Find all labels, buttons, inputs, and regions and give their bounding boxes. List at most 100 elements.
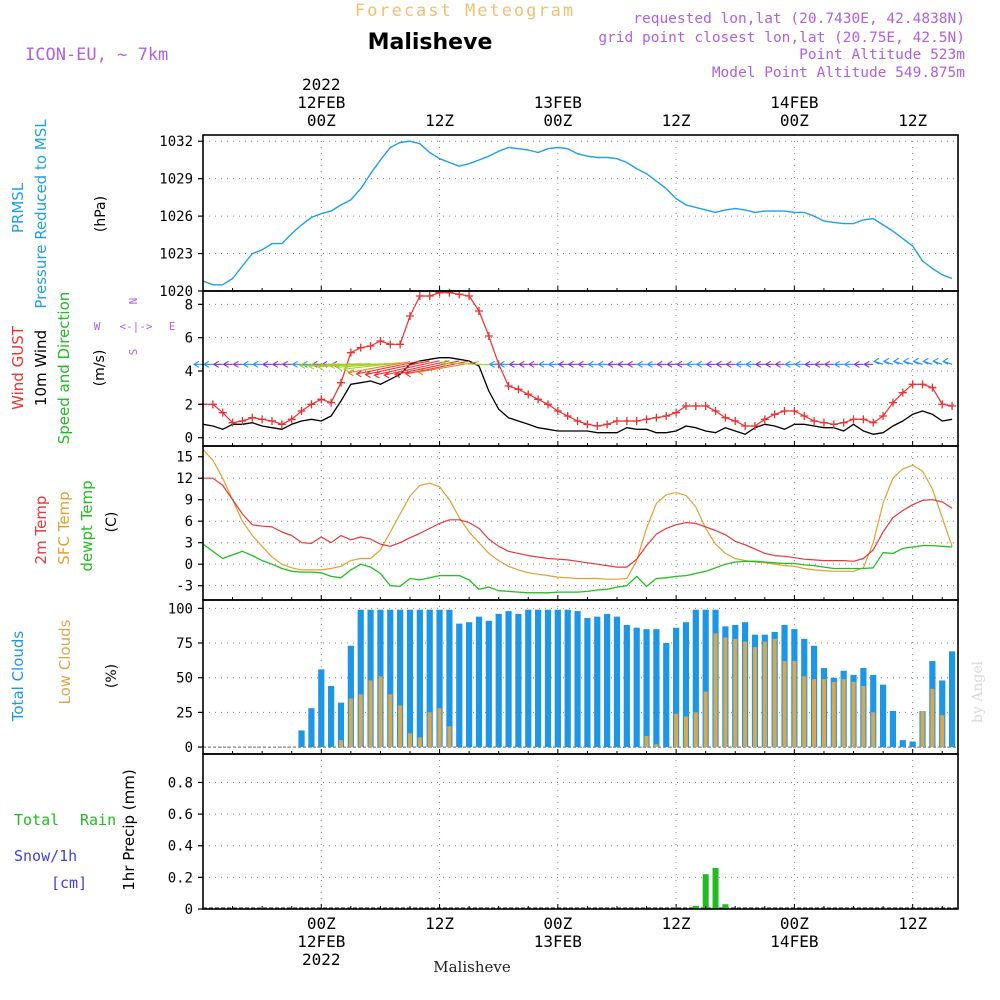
wind-arrow-head xyxy=(774,360,781,368)
top-time-label: 13FEB xyxy=(534,93,582,112)
total-cloud-bar xyxy=(357,609,364,748)
footer-location: Malisheve xyxy=(433,958,511,976)
wind-arrow-head xyxy=(298,362,306,370)
wind-direction-arrow xyxy=(343,362,401,370)
top-time-label: 00Z xyxy=(543,111,572,130)
wind-arrow-head xyxy=(518,360,525,368)
gust-marker xyxy=(652,413,661,422)
gust-marker xyxy=(869,418,878,427)
bottom-time-label: 12FEB xyxy=(297,932,345,951)
gust-marker xyxy=(317,395,326,404)
info-line-3: Point Altitude 523m xyxy=(799,47,965,63)
low-cloud-bar xyxy=(358,694,363,748)
low-cloud-bar xyxy=(812,679,817,748)
wind-labels: Wind GUST 10m Wind Speed and Direction (… xyxy=(9,292,175,445)
gust-marker xyxy=(524,390,533,399)
y-tick-label: 0 xyxy=(185,557,193,573)
gust-marker xyxy=(770,410,779,419)
wind-arrow-head xyxy=(892,357,900,365)
gust-marker xyxy=(622,417,631,425)
y-tick-label: 1026 xyxy=(159,209,193,225)
gust-marker xyxy=(632,417,641,425)
total-cloud-bar xyxy=(337,702,345,748)
wind-arrow-head xyxy=(813,360,821,368)
y-tick-label: 0 xyxy=(185,902,193,918)
top-time-label: 14FEB xyxy=(770,93,818,112)
gust-marker xyxy=(938,400,947,409)
top-time-label: 12Z xyxy=(425,111,454,130)
low-cloud-bar xyxy=(743,641,748,748)
low-cloud-bar xyxy=(782,661,787,748)
gust-marker xyxy=(297,407,306,415)
gust-marker xyxy=(267,417,276,425)
wind-direction-arrow xyxy=(336,362,391,368)
wind-arrow-head xyxy=(271,360,279,368)
gust-marker xyxy=(336,378,345,387)
total-cloud-bar xyxy=(426,609,433,748)
low-cloud-bar xyxy=(733,638,738,748)
total-cloud-bar xyxy=(673,627,680,748)
top-time-label: 00Z xyxy=(307,111,336,130)
wind-arrow-head xyxy=(577,360,584,368)
precip-total-label: Total xyxy=(14,811,59,829)
wind-dir-label: Speed and Direction xyxy=(55,292,73,445)
bottom-time-label: 00Z xyxy=(307,914,336,933)
total-cloud-bar xyxy=(495,613,502,748)
total-cloud-bar xyxy=(535,609,542,748)
wind-gust-line xyxy=(203,292,953,427)
wind-arrow-head xyxy=(922,357,929,365)
gust-marker xyxy=(356,343,365,352)
wind-arrow-head xyxy=(804,360,811,368)
bottom-time-label: 12Z xyxy=(662,914,691,933)
pressure-labels: PRMSL Pressure Reduced to MSL (hPa) xyxy=(9,119,109,309)
info-line-2: grid point closest lon,lat (20.75E, 42.5… xyxy=(598,30,965,46)
low-cloud-bar xyxy=(427,712,432,748)
gust-marker xyxy=(711,407,720,415)
low-cloud-bar xyxy=(683,716,688,748)
wind-arrow-head xyxy=(307,362,315,370)
gust-marker xyxy=(366,342,375,350)
total-cloud-bar xyxy=(446,609,453,748)
gust-marker xyxy=(543,400,552,409)
total-cloud-bar xyxy=(525,609,532,748)
y-tick-label: 0.6 xyxy=(168,807,193,823)
total-cloud-bar xyxy=(899,740,906,748)
wind-arrow-head xyxy=(912,357,919,365)
low-cloud-bar xyxy=(861,686,866,748)
rain-bar xyxy=(702,874,709,909)
total-cloud-bar xyxy=(889,710,897,748)
wind-arrow-head xyxy=(656,360,663,368)
gust-marker xyxy=(474,307,483,315)
gust-marker xyxy=(859,415,868,424)
info-line-4: Model Point Altitude 549.875m xyxy=(712,65,965,81)
y-tick-label: 0.4 xyxy=(168,839,193,855)
temp-labels: 2m Temp SFC Temp dewpt Temp (C) xyxy=(32,480,120,571)
total-cloud-bar xyxy=(702,609,709,748)
y-tick-label: 12 xyxy=(176,471,193,487)
model-label: ICON-EU, ~ 7km xyxy=(25,45,168,65)
wind-label: 10m Wind xyxy=(32,330,50,406)
low-cloud-bar xyxy=(920,710,925,748)
sfc-label: SFC Temp xyxy=(55,491,73,564)
gust-marker xyxy=(721,413,730,422)
watermark: by Angel xyxy=(970,660,986,723)
y-tick-label: 1029 xyxy=(159,172,193,188)
wind-arrow-head xyxy=(316,363,324,371)
wind-arrow-head xyxy=(902,357,909,365)
gust-marker xyxy=(534,395,543,404)
wind-arrow-head xyxy=(364,371,371,379)
wind-arrow-head xyxy=(597,360,604,368)
gust-marker xyxy=(228,418,237,427)
low-cloud-bar xyxy=(654,744,659,748)
top-title: Forecast Meteogram xyxy=(355,1,575,21)
y-tick-label: 9 xyxy=(185,493,193,509)
wind-arrow-head xyxy=(261,360,269,368)
wind-arrow-head xyxy=(404,370,412,378)
top-time-label: 12FEB xyxy=(297,93,345,112)
wind-arrow-head xyxy=(636,360,643,368)
total-cloud-bar xyxy=(584,618,591,748)
total-cloud-bar xyxy=(870,674,877,748)
wind-arrow-head xyxy=(393,371,401,379)
gust-marker xyxy=(445,288,454,297)
chart-axes: 1020 1023 1026 1029 1032 0 2 4 6 8 -3 0 3 6 9 12 15 0 25 50… xyxy=(159,75,959,969)
